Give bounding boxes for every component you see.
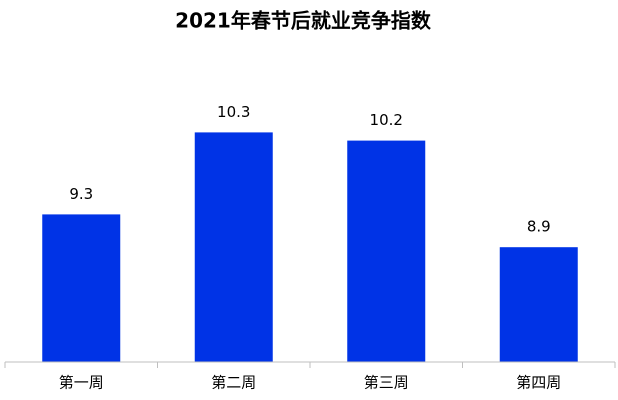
x-tick-label: 第四周 [516, 374, 561, 392]
value-label: 8.9 [527, 218, 551, 236]
x-tick-label: 第一周 [59, 374, 104, 392]
bar [347, 140, 426, 362]
value-label: 9.3 [69, 185, 93, 203]
bar [42, 214, 121, 362]
x-tick-label: 第三周 [364, 374, 409, 392]
chart-title: 2021年春节后就业竞争指数 [175, 9, 432, 33]
value-label: 10.2 [370, 111, 403, 129]
value-label: 10.3 [217, 103, 250, 121]
bar [194, 132, 273, 362]
bar [499, 247, 578, 362]
x-tick-label: 第二周 [211, 374, 256, 392]
